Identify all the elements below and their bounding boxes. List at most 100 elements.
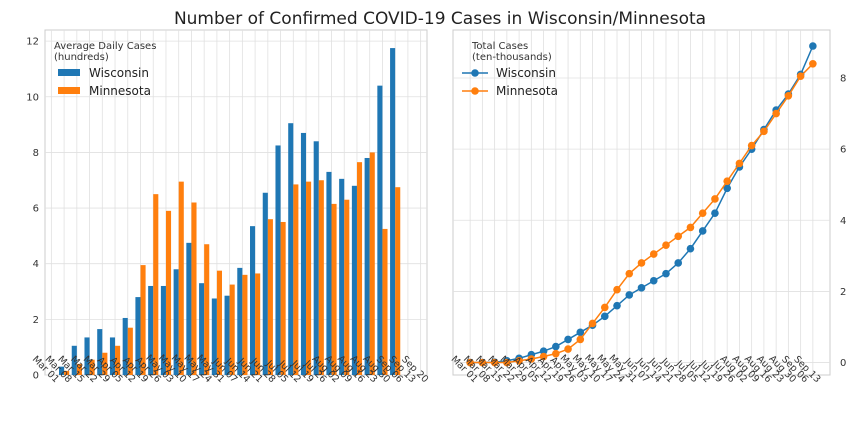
point-minnesota-mar-29 xyxy=(515,356,523,365)
bar-minnesota-jun-07 xyxy=(229,284,235,375)
point-minnesota-may-31 xyxy=(625,269,634,278)
figure-title: Number of Confirmed COVID-19 Cases in Wi… xyxy=(174,9,706,29)
bar-wisconsin-aug-02 xyxy=(326,171,332,375)
point-minnesota-aug-02 xyxy=(735,159,744,168)
line-chart-legend: Total Cases (ten-thousands) Wisconsin Mi… xyxy=(462,41,558,98)
bar-wisconsin-aug-30 xyxy=(377,85,383,375)
bar-y-tick-label: 4 xyxy=(33,259,39,270)
bar-minnesota-jun-28 xyxy=(267,219,273,375)
bar-minnesota-may-10 xyxy=(178,181,184,375)
bar-wisconsin-may-03 xyxy=(160,285,166,375)
bar-minnesota-mar-29 xyxy=(102,352,108,375)
bar-y-tick-label: 0 xyxy=(33,371,39,382)
bar-y-tick-label: 8 xyxy=(33,148,39,159)
point-minnesota-apr-26 xyxy=(564,345,572,353)
point-wisconsin-jul-05 xyxy=(686,244,695,253)
point-minnesota-jun-21 xyxy=(662,241,670,249)
bar-minnesota-mar-08 xyxy=(64,370,70,375)
point-wisconsin-jul-19 xyxy=(711,209,719,217)
point-wisconsin-jul-26 xyxy=(723,184,731,193)
bar-minnesota-sep-06 xyxy=(395,187,401,375)
bar-chart-plot-area xyxy=(44,29,428,376)
bar-wisconsin-jun-14 xyxy=(237,267,243,375)
point-minnesota-jul-26 xyxy=(723,177,731,185)
line-chart-series xyxy=(466,42,817,367)
bar-minnesota-jul-26 xyxy=(318,180,324,375)
point-wisconsin-may-24 xyxy=(613,301,621,310)
point-wisconsin-jun-14 xyxy=(649,276,658,285)
bar-minnesota-apr-05 xyxy=(115,345,121,375)
point-minnesota-apr-12 xyxy=(539,352,548,361)
bar-wisconsin-mar-29 xyxy=(97,329,103,375)
bar-y-tick-label: 12 xyxy=(26,37,39,48)
bar-wisconsin-apr-12 xyxy=(122,317,128,375)
bar-wisconsin-jul-05 xyxy=(275,145,281,375)
bar-wisconsin-jun-28 xyxy=(262,192,268,375)
bar-legend-label-wisconsin: Wisconsin xyxy=(89,66,149,80)
bar-minnesota-may-24 xyxy=(204,244,210,375)
line-chart-gridlines xyxy=(453,30,830,375)
line-y-tick-label: 4 xyxy=(840,216,846,227)
point-minnesota-mar-15 xyxy=(490,358,499,367)
point-wisconsin-jun-28 xyxy=(674,259,683,267)
bar-minnesota-apr-12 xyxy=(127,327,133,375)
point-wisconsin-sep-13 xyxy=(809,42,817,50)
bar-minnesota-jun-21 xyxy=(255,273,261,375)
bar-minnesota-jun-14 xyxy=(242,274,248,375)
bar-wisconsin-jun-07 xyxy=(224,295,230,375)
line-chart-y-tick-labels: 0 2 4 6 8 xyxy=(840,74,846,370)
bar-wisconsin-may-24 xyxy=(199,283,205,375)
point-minnesota-mar-08 xyxy=(478,358,487,367)
bar-minnesota-jul-05 xyxy=(280,221,286,375)
point-wisconsin-apr-19 xyxy=(552,342,560,351)
point-minnesota-jun-28 xyxy=(674,232,683,241)
bar-wisconsin-mar-22 xyxy=(84,337,90,375)
bar-wisconsin-may-10 xyxy=(173,269,179,375)
point-minnesota-aug-23 xyxy=(772,109,780,118)
bar-wisconsin-mar-15 xyxy=(71,345,77,375)
bar-legend-swatch-minnesota xyxy=(58,87,80,94)
bar-minnesota-mar-22 xyxy=(89,359,95,375)
bar-minnesota-jul-12 xyxy=(293,184,299,375)
bar-chart-y-tick-labels: 0 2 4 6 8 10 12 xyxy=(26,37,39,382)
line-legend-title-line1: Total Cases xyxy=(471,41,528,52)
point-wisconsin-may-03 xyxy=(576,328,585,337)
bar-wisconsin-may-17 xyxy=(186,242,192,375)
point-wisconsin-apr-26 xyxy=(564,335,572,344)
point-minnesota-mar-01 xyxy=(466,358,474,367)
bar-y-tick-label: 6 xyxy=(33,204,39,215)
line-legend-label-wisconsin: Wisconsin xyxy=(496,66,556,80)
line-y-tick-label: 8 xyxy=(840,74,846,85)
bar-minnesota-aug-30 xyxy=(382,228,388,375)
point-minnesota-may-17 xyxy=(600,303,609,312)
bar-chart-gridlines xyxy=(45,30,427,376)
bar-wisconsin-apr-26 xyxy=(148,285,154,375)
point-wisconsin-jun-07 xyxy=(637,284,646,292)
bar-legend-title-line1: Average Daily Cases xyxy=(54,41,156,52)
line-legend-marker-minnesota xyxy=(471,87,479,95)
bar-wisconsin-aug-23 xyxy=(364,157,370,375)
line-y-tick-label: 6 xyxy=(840,145,846,156)
bar-chart-bars xyxy=(59,48,401,375)
point-minnesota-apr-19 xyxy=(552,349,560,358)
bar-minnesota-jul-19 xyxy=(306,181,312,375)
point-minnesota-may-24 xyxy=(613,285,621,294)
bar-wisconsin-apr-05 xyxy=(109,337,116,375)
point-minnesota-sep-13 xyxy=(809,59,817,68)
bar-y-tick-label: 2 xyxy=(33,315,39,326)
bar-minnesota-aug-16 xyxy=(356,162,363,375)
point-minnesota-jul-12 xyxy=(698,209,707,217)
bar-minnesota-may-31 xyxy=(216,270,222,375)
bar-minnesota-may-17 xyxy=(191,202,197,375)
bar-wisconsin-may-31 xyxy=(211,298,217,375)
bar-minnesota-apr-26 xyxy=(153,194,159,375)
point-wisconsin-apr-12 xyxy=(539,347,548,355)
point-wisconsin-may-31 xyxy=(625,291,634,299)
point-minnesota-aug-16 xyxy=(760,127,768,136)
point-minnesota-aug-30 xyxy=(784,91,793,100)
bar-wisconsin-aug-16 xyxy=(351,185,357,375)
